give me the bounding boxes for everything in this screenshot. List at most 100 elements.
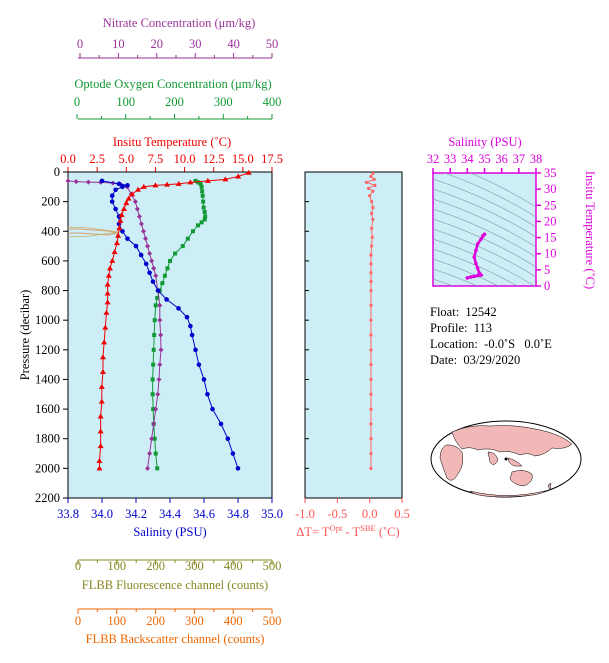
temperature-point	[164, 181, 171, 187]
temperature-point	[111, 249, 118, 255]
temperature-point	[101, 339, 108, 345]
ts-temperature-tick-label: 30	[544, 182, 557, 196]
ts-point	[479, 237, 483, 241]
backscatter-tick-label: 0	[75, 614, 81, 628]
salinity-point	[205, 391, 210, 397]
ts-density-contour	[433, 218, 536, 268]
nitrate-point	[151, 421, 157, 427]
nitrate-point	[132, 199, 138, 205]
salinity-point	[133, 243, 139, 249]
ts-salinity-tick-label: 35	[478, 152, 491, 166]
nitrate-point	[134, 206, 140, 212]
delta-t-plot-area	[304, 171, 403, 499]
backscatter-tick-label: 200	[146, 614, 165, 628]
temperature-point	[152, 182, 159, 188]
temperature-axis: Insitu Temperature (˚C) 0.0 2.5 5.0 7.5 10.0…	[60, 135, 283, 172]
oxygen-point	[180, 244, 185, 249]
temperature-point	[245, 169, 252, 175]
ts-temperature-tick-label: 20	[544, 214, 557, 228]
salinity-point	[138, 252, 144, 258]
delta-t-point	[370, 226, 374, 230]
date: Date: 03/29/2020	[430, 353, 521, 367]
salinity-point	[147, 270, 152, 276]
temperature-point	[123, 200, 130, 206]
salinity-point	[193, 347, 198, 353]
ts-temperature-tick-label: 10	[544, 247, 557, 261]
oxygen-point	[150, 377, 155, 382]
nitrate-point	[147, 251, 153, 256]
map-land-australia	[509, 470, 533, 487]
oxygen-point	[153, 451, 158, 456]
pressure-tick-label: 800	[41, 284, 60, 298]
oxygen-point	[152, 333, 157, 337]
salinity-point	[99, 178, 105, 184]
nitrate-point	[138, 221, 144, 227]
map-land-india	[487, 451, 499, 465]
temperature-point	[140, 183, 147, 189]
temperature-point	[103, 309, 110, 315]
pressure-tick-label: 0	[54, 165, 60, 179]
temperature-point	[125, 195, 132, 201]
fluorescence-tick-label: 500	[263, 559, 282, 573]
map-land-antarctica	[469, 490, 546, 498]
oxygen-point	[201, 199, 206, 204]
delta-t-point	[369, 262, 373, 266]
oxygen-point	[168, 258, 172, 263]
pressure-tick-label: 200	[41, 195, 60, 209]
temperature-point	[104, 290, 111, 296]
ts-density-contour	[433, 238, 535, 286]
salinity-point	[210, 406, 215, 412]
salinity-point	[201, 377, 207, 382]
temperature-point	[96, 465, 103, 471]
fluorescence-tick-label: 0	[75, 559, 81, 573]
ts-density-contour	[433, 228, 536, 278]
temperature-point	[222, 176, 229, 182]
delta-t-point	[369, 271, 373, 275]
salinity-tick-label: 34.8	[227, 507, 249, 521]
nitrate-point	[143, 236, 149, 242]
pressure-tick-label: 1600	[35, 402, 60, 416]
oxygen-point	[199, 220, 204, 225]
delta-t-point	[368, 194, 372, 198]
oxygen-point	[160, 281, 165, 286]
salinity-tick-label: 35.0	[261, 507, 283, 521]
salinity-point	[116, 181, 122, 187]
oxygen-point	[190, 229, 195, 234]
oxygen-point	[185, 236, 190, 241]
delta-t-point	[369, 363, 373, 367]
nitrate-point	[157, 317, 163, 323]
ts-temperature-tick-label: 15	[544, 231, 557, 245]
delta-t-point	[370, 244, 374, 248]
oxygen-point	[198, 181, 203, 186]
temperature-point	[98, 398, 105, 404]
salinity-point	[235, 466, 241, 471]
backscatter-trace	[68, 228, 119, 236]
oxygen-axis: Optode Oxygen Concentration (μm/kg) 0 100…	[74, 77, 281, 120]
salinity-tick-label: 33.8	[57, 507, 79, 521]
oxygen-axis-label: Optode Oxygen Concentration (μm/kg)	[74, 77, 271, 91]
ts-point	[474, 248, 478, 253]
pressure-tick-label: 1000	[35, 313, 60, 327]
ts-temperature-tick-label: 0	[544, 279, 550, 293]
ts-density-contour	[433, 268, 479, 286]
salinity-point	[109, 199, 115, 204]
delta-t-point	[372, 177, 376, 182]
nitrate-point	[149, 436, 155, 442]
salinity-point	[155, 288, 161, 293]
temperature-point	[115, 232, 122, 238]
delta-t-point	[370, 200, 374, 204]
nitrate-point	[147, 451, 153, 457]
nitrate-tick-label: 10	[112, 37, 125, 51]
map-float-marker	[504, 457, 508, 461]
delta-t-point	[371, 217, 375, 222]
ts-temperature-tick-label: 35	[544, 166, 557, 180]
nitrate-point	[153, 406, 159, 412]
temperature-point	[99, 354, 106, 360]
salinity-tick-label: 34.0	[91, 507, 113, 521]
ts-density-contour	[443, 173, 536, 218]
pressure-tick-label: 1800	[35, 432, 60, 446]
ts-point	[472, 274, 477, 279]
delta-t-point	[369, 407, 373, 411]
nitrate-tick-label: 30	[189, 37, 202, 51]
oxygen-point	[152, 318, 157, 323]
